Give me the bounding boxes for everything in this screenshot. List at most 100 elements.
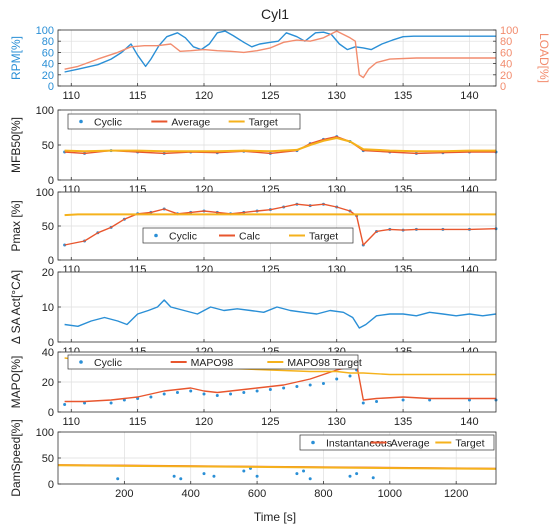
y-tick-label: 10: [42, 302, 54, 314]
x-tick-label: 135: [394, 90, 412, 102]
data-point: [467, 398, 471, 402]
panel-sa-act: 11011512012513013514001020Δ SA Act[°CA]: [9, 267, 497, 358]
legend-label: Instantaneous: [326, 438, 392, 450]
legend-label: Calc: [239, 231, 260, 243]
data-point: [428, 398, 432, 402]
data-point: [295, 472, 299, 476]
series-line-mapo98: [64, 363, 496, 403]
legend-marker: [79, 360, 83, 364]
legend-label: Cyclic: [94, 357, 122, 369]
x-tick-label: 140: [460, 90, 478, 102]
panel-mapo: 110 115 120 125 130 135 140 0 20 40 MAPO[%] Cyclic M…: [9, 347, 498, 428]
legend-box: [67, 354, 359, 370]
data-point: [348, 374, 352, 378]
y-tick-label: 50: [42, 140, 54, 152]
legend-label: Cyclic: [169, 231, 197, 243]
y-tick-label-right: 0: [500, 81, 506, 93]
data-point: [162, 392, 166, 396]
x-tick-label: 1000: [378, 488, 402, 500]
data-point: [371, 476, 375, 480]
data-point: [189, 389, 193, 393]
legend-box: [142, 227, 354, 244]
data-point: [308, 383, 312, 387]
y-tick-label: 20: [42, 70, 54, 82]
x-tick-label: 120: [195, 416, 213, 428]
data-point: [302, 469, 306, 473]
x-tick-label: 110: [62, 90, 80, 102]
x-tick-label: 130: [328, 90, 346, 102]
y-tick-label: 0: [48, 81, 54, 93]
y-axis-label-right: LOAD[%]: [537, 33, 550, 83]
data-point: [282, 386, 286, 390]
data-point: [215, 394, 219, 397]
y-tick-label: 100: [36, 187, 54, 199]
series-line-target: [64, 213, 496, 217]
legend-box: [299, 434, 495, 451]
data-point: [335, 377, 339, 381]
y-tick-label: 0: [48, 175, 54, 187]
y-tick-label: 100: [36, 105, 54, 117]
x-axis-label: Time [s]: [254, 510, 296, 524]
series-line-right: [64, 30, 496, 79]
legend-label: Target: [249, 117, 278, 129]
data-point: [375, 400, 379, 403]
legend-label: MAPO98: [191, 357, 234, 369]
y-tick-label: 40: [42, 59, 54, 71]
x-tick-label: 115: [129, 416, 147, 428]
y-axis-label: MFB50[%]: [9, 117, 23, 173]
y-tick-label: 0: [48, 337, 54, 349]
panel-rpm-load: 110 115 120 125 130 135 1400204060801000204060…: [9, 25, 550, 102]
y-axis-label: MAPO[%]: [9, 356, 23, 409]
series-line-target: [57, 464, 497, 470]
y-tick-label-right: 40: [500, 59, 512, 71]
x-tick-label: 110: [62, 416, 80, 428]
data-point: [308, 477, 312, 481]
series-line-main: [64, 299, 497, 329]
x-tick-label: 115: [129, 90, 147, 102]
data-point: [179, 477, 183, 481]
y-tick-label: 100: [36, 427, 54, 439]
y-axis-label: Δ SA Act[°CA]: [9, 270, 23, 344]
panel-damspeed: 200 400 600 800 1000 1200 0 50 100 DamSpeed[%] Ins…: [9, 419, 497, 500]
y-tick-label: 50: [42, 453, 54, 465]
y-tick-label: 20: [42, 267, 54, 279]
data-point: [202, 472, 206, 476]
y-axis-label: RPM[%]: [9, 36, 23, 80]
data-point: [83, 401, 87, 405]
y-tick-label: 60: [42, 47, 54, 59]
x-tick-label: 140: [460, 416, 478, 428]
legend-label: MAPO98 Target: [287, 357, 362, 369]
x-tick-label: 600: [248, 488, 266, 500]
data-point: [295, 385, 299, 388]
figure-title: Cyl1: [261, 6, 289, 22]
data-point: [149, 395, 153, 399]
series-line-left: [64, 30, 496, 73]
x-tick-label: 135: [394, 416, 412, 428]
data-point: [255, 474, 259, 478]
legend-label: Average: [391, 438, 430, 450]
x-tick-label: 125: [261, 416, 279, 428]
series-line-target: [64, 137, 496, 153]
data-point: [348, 474, 352, 478]
legend-marker: [311, 440, 315, 445]
data-point: [172, 474, 176, 478]
data-point: [242, 391, 246, 394]
legend-label: Average: [171, 117, 210, 129]
data-point: [109, 401, 113, 405]
data-point: [242, 469, 246, 473]
legend: Cyclic Average Target: [67, 113, 301, 130]
x-tick-label: 120: [195, 90, 213, 102]
data-point: [401, 398, 405, 402]
data-point: [229, 392, 233, 396]
y-tick-label-right: 60: [500, 47, 512, 59]
data-point: [355, 472, 359, 476]
y-tick-label: 80: [42, 36, 54, 48]
y-tick-label-right: 100: [500, 25, 518, 37]
data-point: [175, 391, 179, 394]
y-tick-label-right: 20: [500, 70, 512, 82]
data-point: [255, 389, 259, 393]
y-tick-label: 0: [48, 479, 54, 491]
